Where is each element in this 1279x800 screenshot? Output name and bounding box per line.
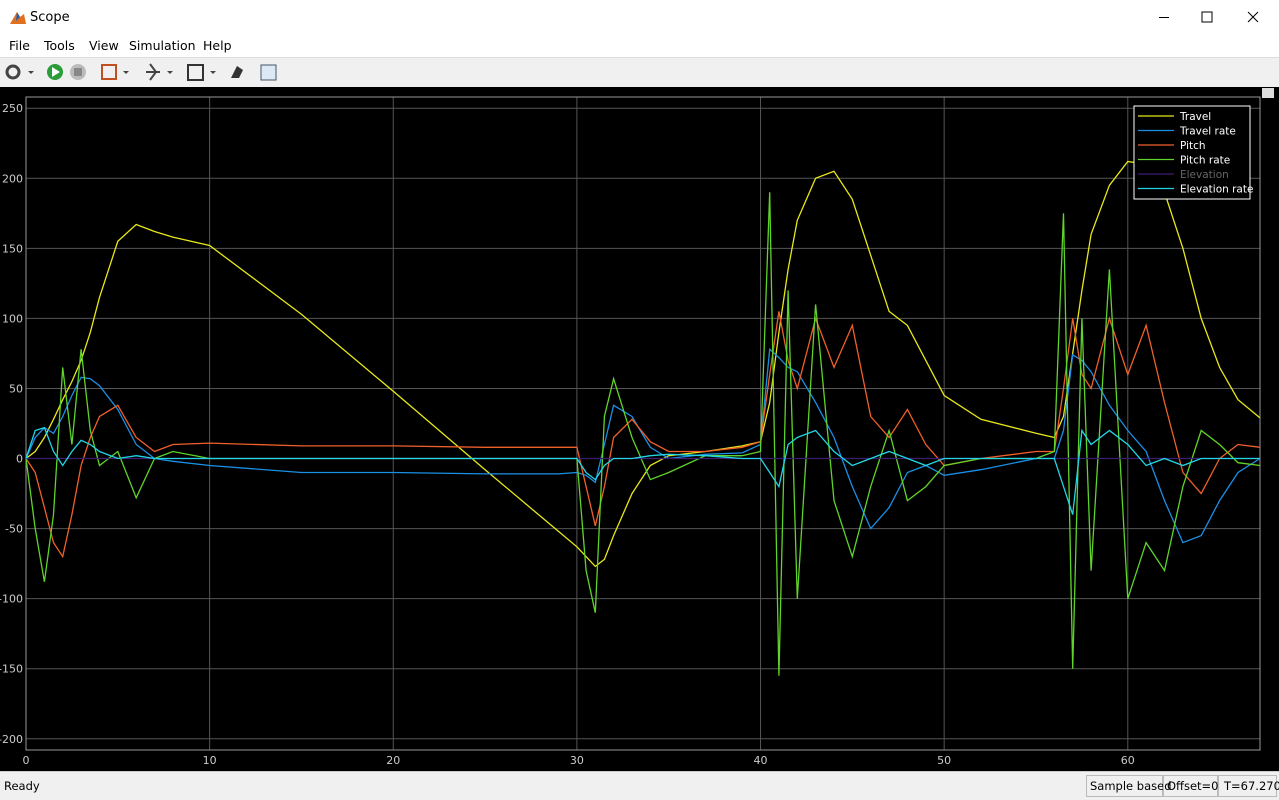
legend-label: Elevation rate <box>1180 184 1253 196</box>
settings-button[interactable] <box>5 64 21 80</box>
window-controls[interactable] <box>1149 0 1279 35</box>
menu-item[interactable]: Help <box>203 38 232 53</box>
stop-glyph <box>74 68 82 76</box>
y-tick-label: -50 <box>5 523 23 536</box>
status-text: T=67.270 <box>1224 779 1279 793</box>
status-text: Offset=0 <box>1167 779 1219 793</box>
legend-label: Pitch rate <box>1180 155 1230 167</box>
series-line <box>25 192 1261 676</box>
close[interactable] <box>1247 11 1259 23</box>
toolbar <box>0 57 1279 88</box>
maximize[interactable] <box>1201 11 1213 23</box>
window-title: Scope <box>30 10 70 25</box>
x-tick-label: 40 <box>754 754 768 767</box>
scope-display: -200 -150 -100 -50 0 50 100 150 200 250 0 10 20 30 40 5… <box>0 87 1279 771</box>
y-tick-label: 150 <box>2 242 23 255</box>
y-tick-label: -200 <box>0 733 23 746</box>
y-tick-label: 50 <box>9 382 23 395</box>
status-cell <box>1163 775 1218 797</box>
status-text: Ready <box>4 779 40 793</box>
dropdown[interactable] <box>167 71 173 74</box>
zoom-button[interactable] <box>187 64 204 81</box>
undock-button[interactable] <box>1262 88 1274 98</box>
x-tick-label: 60 <box>1121 754 1135 767</box>
measure-button[interactable] <box>260 64 277 81</box>
y-tick-label: 250 <box>2 102 23 115</box>
run-glyph <box>52 67 60 77</box>
legend-label: Pitch <box>1180 140 1206 152</box>
legend-box <box>1133 105 1251 200</box>
y-tick-label: -150 <box>0 663 23 676</box>
x-tick-label: 0 <box>23 754 30 767</box>
y-tick-label: -100 <box>0 593 23 606</box>
app-icon <box>10 12 26 24</box>
dropdown[interactable] <box>123 71 129 74</box>
axes-frame <box>25 96 1261 751</box>
x-tick-label: 10 <box>203 754 217 767</box>
legend-label: Travel rate <box>1179 126 1236 138</box>
dropdown[interactable] <box>210 71 216 74</box>
cursor-button[interactable] <box>231 66 243 78</box>
dropdown[interactable] <box>28 71 34 74</box>
series-line <box>25 426 1260 515</box>
legend-label: Travel <box>1179 111 1211 123</box>
status-text: Sample based <box>1090 779 1172 793</box>
status-cell <box>1086 775 1163 797</box>
legend-label: Elevation <box>1180 169 1229 181</box>
trigger-button[interactable] <box>146 63 160 81</box>
title-bar: Scope <box>0 0 1279 35</box>
highlight-button[interactable] <box>101 64 117 80</box>
y-tick-label: 100 <box>2 312 23 325</box>
status-bar: Ready Sample based Offset=0 T=67.270 <box>0 771 1279 800</box>
menu-item[interactable]: View <box>89 38 119 53</box>
menu-item[interactable]: Tools <box>44 38 75 53</box>
y-tick-label: 200 <box>2 172 23 185</box>
legend: Travel Travel rate Pitch Pitch rate Elevatio… <box>1133 105 1253 200</box>
x-tick-label: 30 <box>570 754 584 767</box>
x-tick-label: 50 <box>937 754 951 767</box>
toolbar-icons <box>5 63 277 81</box>
x-tick-label: 20 <box>386 754 400 767</box>
y-tick-label: 0 <box>16 453 23 466</box>
menu-item[interactable]: Simulation <box>129 38 196 53</box>
menu-item[interactable]: File <box>9 38 30 53</box>
status-cell <box>1218 775 1277 797</box>
menu-bar: File Tools View Simulation Help <box>0 35 1279 57</box>
